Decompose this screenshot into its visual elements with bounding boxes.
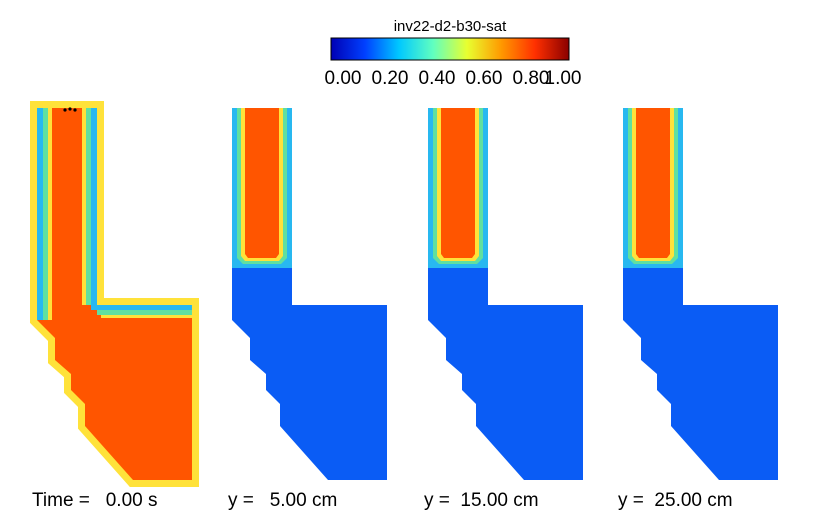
panel-4 [623, 108, 778, 480]
edge-band-left-yellow [48, 108, 52, 320]
colorbar-tick-label: 0.20 [372, 68, 409, 89]
colorbar-tick-labels: 0.00 0.20 0.40 0.60 0.801.00 [325, 68, 582, 89]
colorbar-gradient [330, 37, 570, 61]
source-marker [68, 107, 72, 111]
colorbar-tick-label: 0.40 [419, 68, 456, 89]
source-marker [73, 108, 77, 112]
panel-caption: y = 5.00 cm [228, 490, 337, 511]
edge-band-right [91, 108, 97, 305]
column-saturated [636, 108, 670, 258]
panel-caption: Time = 0.00 s [32, 490, 158, 511]
domain-saturated [37, 108, 192, 480]
colorbar-tick-label: 0.60 [466, 68, 503, 89]
colorbar-tick-label: 0.80 [513, 68, 550, 89]
column-saturated [245, 108, 279, 258]
column-saturated [441, 108, 475, 258]
edge-band-right-inner [86, 108, 91, 305]
panel-caption: y = 25.00 cm [618, 490, 733, 511]
edge-band-right-yellow [82, 108, 86, 305]
colorbar-tick-label: 1.00 [545, 68, 582, 89]
edge-band-left [37, 108, 43, 320]
edge-band-top-shelf-mid [97, 310, 192, 315]
colorbar-tick-label: 0.00 [325, 68, 362, 89]
chart-title: inv22-d2-b30-sat [394, 18, 507, 35]
panels [30, 101, 778, 487]
edge-band-top-shelf-yellow [101, 315, 192, 318]
colorbar: 0.00 0.20 0.40 0.60 0.801.00 [325, 37, 582, 89]
source-marker [63, 108, 67, 112]
panel-caption: y = 15.00 cm [424, 490, 539, 511]
edge-band-top-shelf [91, 305, 192, 310]
panel-captions: Time = 0.00 s y = 5.00 cm y = 15.00 cm y = … [32, 490, 733, 511]
panel-3 [428, 108, 583, 480]
panel-1 [30, 101, 199, 487]
edge-band-left-inner [43, 108, 48, 320]
panel-2 [232, 108, 387, 480]
